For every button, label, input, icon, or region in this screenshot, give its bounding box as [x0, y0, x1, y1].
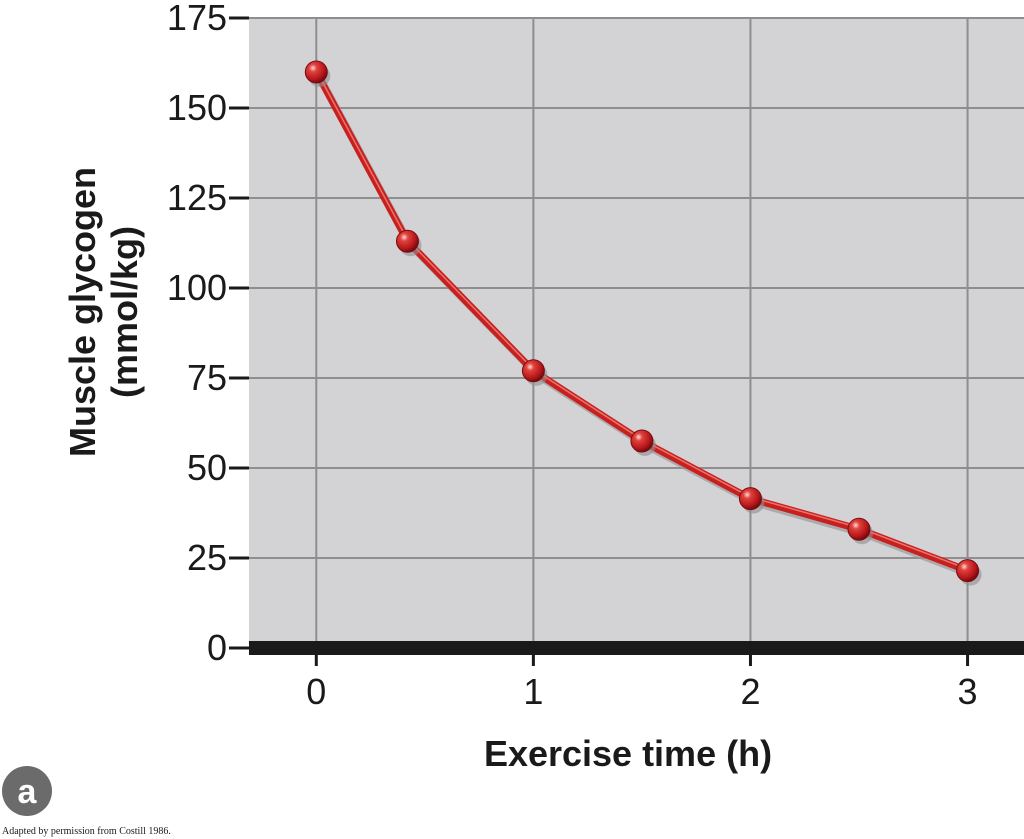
data-point [395, 229, 419, 253]
y-tick-label: 100 [167, 267, 227, 308]
panel-letter: a [18, 773, 38, 811]
data-point [847, 517, 871, 541]
y-tick-label: 150 [167, 87, 227, 128]
grid [249, 17, 1024, 648]
tick-labels: 0 25 50 75 100 125 150 175 0 1 2 3 [167, 0, 978, 712]
x-tick-label: 1 [523, 671, 543, 712]
credit-line: Adapted by permission from Costill 1986. [2, 826, 171, 837]
x-tick-label: 0 [306, 671, 326, 712]
series [304, 60, 982, 586]
x-axis-baseline [249, 641, 1024, 655]
y-tick-label: 75 [187, 357, 227, 398]
data-point [738, 487, 762, 511]
panel-badge-circle [2, 766, 52, 816]
x-axis-title: Exercise time (h) [484, 733, 772, 774]
y-tick-label: 175 [167, 0, 227, 38]
data-point [304, 60, 328, 84]
x-tick-label: 2 [740, 671, 760, 712]
y-tick-label: 125 [167, 177, 227, 218]
panel-badge: a [2, 766, 52, 816]
axes [229, 16, 1024, 666]
y-tick-label: 25 [187, 537, 227, 578]
data-point [956, 559, 980, 583]
data-point [521, 359, 545, 383]
y-axis-title-line-1: Muscle glycogen [62, 167, 103, 457]
data-point [630, 429, 654, 453]
y-axis-title-line-2: (mmol/kg) [104, 226, 145, 398]
y-tick-label: 50 [187, 447, 227, 488]
y-tick-label: 0 [207, 627, 227, 668]
x-tick-label: 3 [958, 671, 978, 712]
